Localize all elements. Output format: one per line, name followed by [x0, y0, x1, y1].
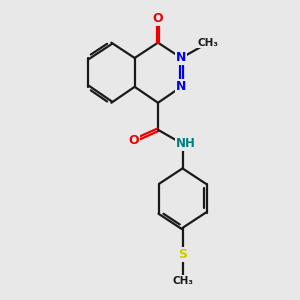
Text: S: S	[178, 248, 187, 261]
Text: O: O	[128, 134, 139, 147]
Text: CH₃: CH₃	[172, 276, 193, 286]
Text: O: O	[153, 12, 163, 25]
Text: N: N	[176, 80, 187, 93]
Text: NH: NH	[176, 137, 196, 150]
Text: N: N	[176, 52, 187, 64]
Text: CH₃: CH₃	[198, 38, 219, 48]
